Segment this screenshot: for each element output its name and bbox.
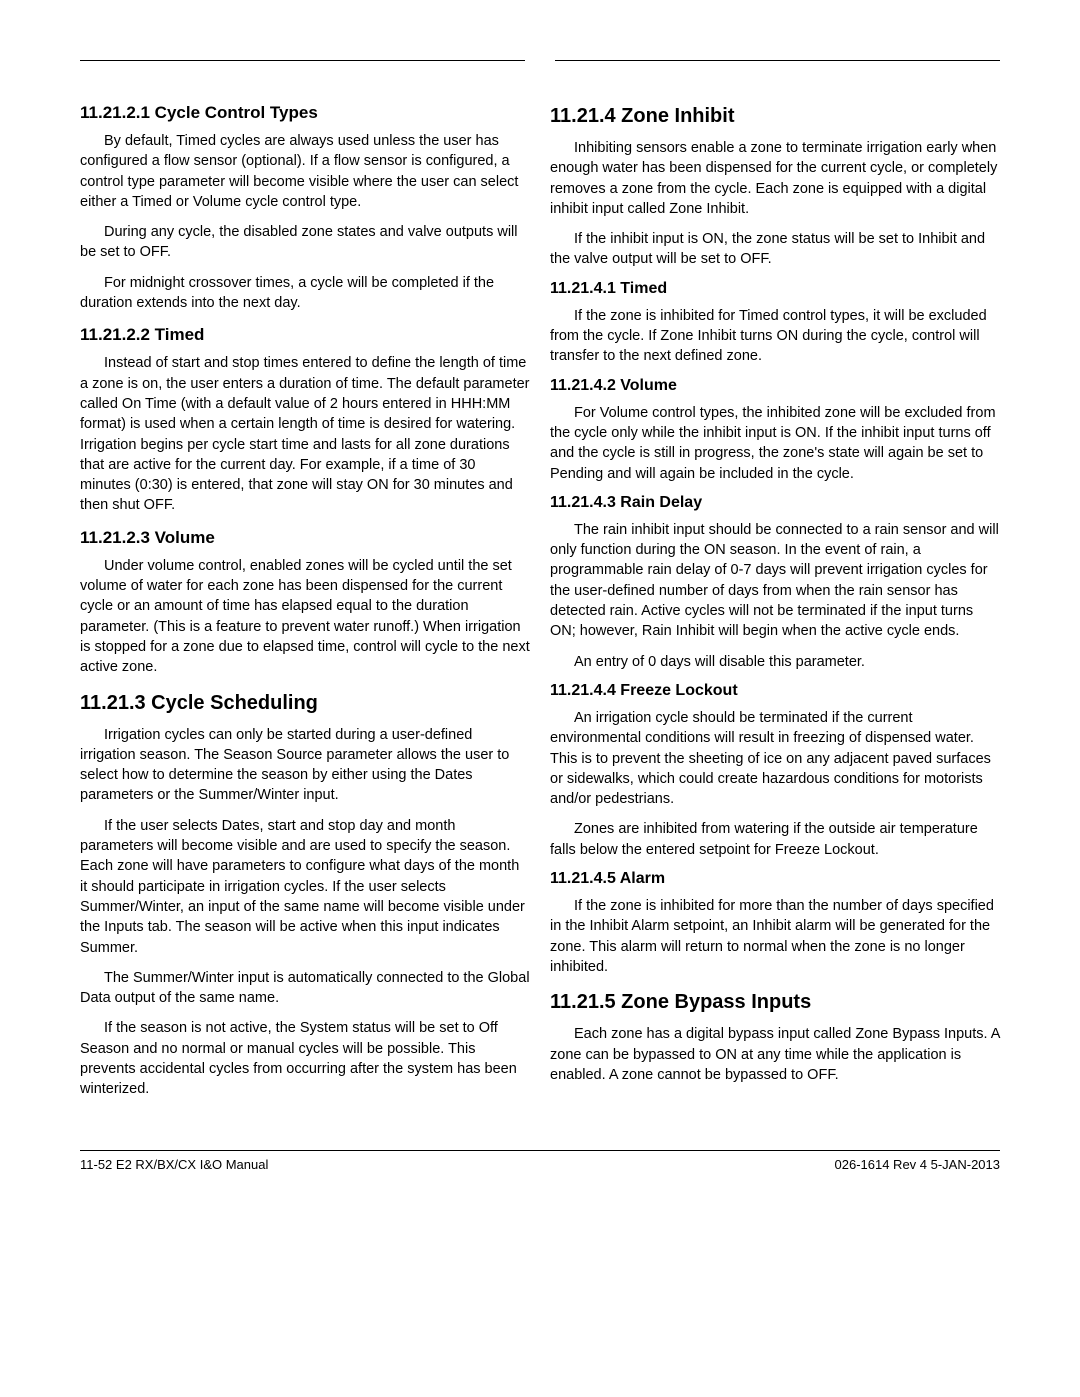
heading-volume-inhibit: 11.21.4.2 Volume <box>550 377 1000 395</box>
rule-left <box>80 60 525 61</box>
paragraph: For midnight crossover times, a cycle wi… <box>80 273 530 314</box>
paragraph: Inhibiting sensors enable a zone to term… <box>550 138 1000 219</box>
paragraph: The rain inhibit input should be connect… <box>550 520 1000 642</box>
paragraph: For Volume control types, the inhibited … <box>550 403 1000 484</box>
paragraph: Under volume control, enabled zones will… <box>80 556 530 678</box>
page-footer: 11-52 E2 RX/BX/CX I&O Manual 026-1614 Re… <box>80 1150 1000 1172</box>
rule-right <box>555 60 1000 61</box>
heading-timed-inhibit: 11.21.4.1 Timed <box>550 280 1000 298</box>
heading-cycle-scheduling: 11.21.3 Cycle Scheduling <box>80 692 530 715</box>
paragraph: Instead of start and stop times entered … <box>80 353 530 515</box>
paragraph: Each zone has a digital bypass input cal… <box>550 1024 1000 1085</box>
paragraph: During any cycle, the disabled zone stat… <box>80 222 530 263</box>
heading-volume: 11.21.2.3 Volume <box>80 528 530 548</box>
heading-zone-bypass-inputs: 11.21.5 Zone Bypass Inputs <box>550 991 1000 1014</box>
top-rules <box>80 60 1000 61</box>
heading-freeze-lockout: 11.21.4.4 Freeze Lockout <box>550 682 1000 700</box>
paragraph: An entry of 0 days will disable this par… <box>550 652 1000 672</box>
heading-timed: 11.21.2.2 Timed <box>80 325 530 345</box>
paragraph: Zones are inhibited from watering if the… <box>550 819 1000 860</box>
paragraph: An irrigation cycle should be terminated… <box>550 708 1000 809</box>
heading-rain-delay: 11.21.4.3 Rain Delay <box>550 494 1000 512</box>
footer-right: 026-1614 Rev 4 5-JAN-2013 <box>835 1157 1001 1172</box>
footer-left: 11-52 E2 RX/BX/CX I&O Manual <box>80 1157 268 1172</box>
right-column: 11.21.4 Zone Inhibit Inhibiting sensors … <box>550 91 1000 1110</box>
paragraph: If the zone is inhibited for Timed contr… <box>550 306 1000 367</box>
paragraph: If the season is not active, the System … <box>80 1018 530 1099</box>
heading-cycle-control-types: 11.21.2.1 Cycle Control Types <box>80 103 530 123</box>
two-column-layout: 11.21.2.1 Cycle Control Types By default… <box>80 91 1000 1110</box>
heading-zone-inhibit: 11.21.4 Zone Inhibit <box>550 105 1000 128</box>
paragraph: If the user selects Dates, start and sto… <box>80 816 530 958</box>
paragraph: If the inhibit input is ON, the zone sta… <box>550 229 1000 270</box>
paragraph: The Summer/Winter input is automatically… <box>80 968 530 1009</box>
paragraph: If the zone is inhibited for more than t… <box>550 896 1000 977</box>
paragraph: Irrigation cycles can only be started du… <box>80 725 530 806</box>
left-column: 11.21.2.1 Cycle Control Types By default… <box>80 91 530 1110</box>
paragraph: By default, Timed cycles are always used… <box>80 131 530 212</box>
heading-alarm: 11.21.4.5 Alarm <box>550 870 1000 888</box>
